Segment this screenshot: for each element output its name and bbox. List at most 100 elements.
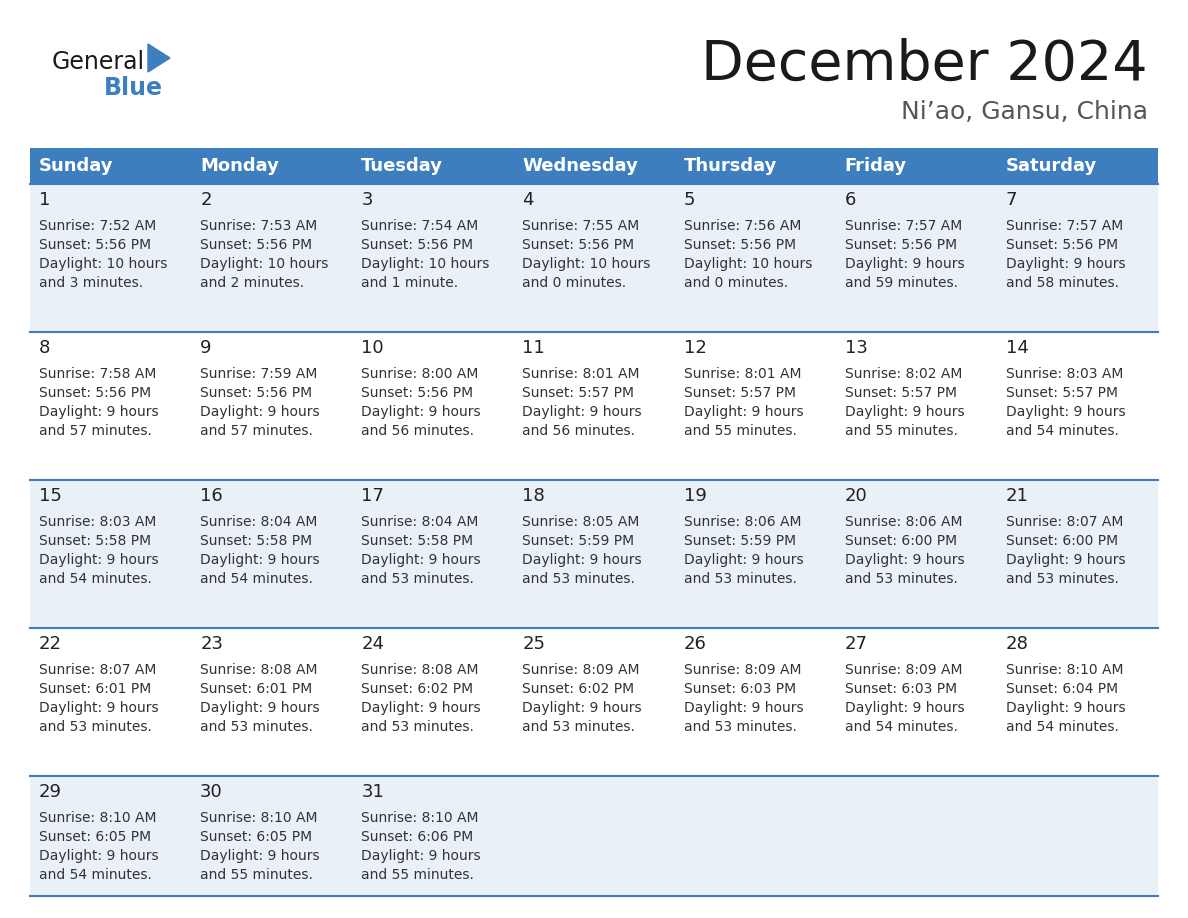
Text: Daylight: 9 hours: Daylight: 9 hours bbox=[1006, 553, 1125, 567]
Text: and 53 minutes.: and 53 minutes. bbox=[361, 572, 474, 586]
Text: Sunday: Sunday bbox=[39, 157, 114, 175]
Text: Sunrise: 8:10 AM: Sunrise: 8:10 AM bbox=[361, 811, 479, 825]
Text: 11: 11 bbox=[523, 339, 545, 357]
Text: and 1 minute.: and 1 minute. bbox=[361, 276, 459, 290]
Text: Sunrise: 7:58 AM: Sunrise: 7:58 AM bbox=[39, 367, 157, 381]
Text: Ni’ao, Gansu, China: Ni’ao, Gansu, China bbox=[901, 100, 1148, 124]
Text: and 59 minutes.: and 59 minutes. bbox=[845, 276, 958, 290]
Text: Sunrise: 8:01 AM: Sunrise: 8:01 AM bbox=[683, 367, 801, 381]
Text: and 55 minutes.: and 55 minutes. bbox=[845, 424, 958, 438]
Text: and 2 minutes.: and 2 minutes. bbox=[200, 276, 304, 290]
Text: 12: 12 bbox=[683, 339, 707, 357]
Text: and 54 minutes.: and 54 minutes. bbox=[39, 572, 152, 586]
Text: Sunset: 5:57 PM: Sunset: 5:57 PM bbox=[845, 386, 956, 400]
Text: Daylight: 9 hours: Daylight: 9 hours bbox=[361, 553, 481, 567]
Text: Sunset: 5:56 PM: Sunset: 5:56 PM bbox=[361, 238, 473, 252]
Text: 8: 8 bbox=[39, 339, 50, 357]
Text: 4: 4 bbox=[523, 191, 533, 209]
Text: Sunrise: 8:02 AM: Sunrise: 8:02 AM bbox=[845, 367, 962, 381]
Text: Sunset: 5:58 PM: Sunset: 5:58 PM bbox=[39, 534, 151, 548]
Text: Sunset: 6:01 PM: Sunset: 6:01 PM bbox=[200, 682, 312, 696]
Text: Sunset: 6:03 PM: Sunset: 6:03 PM bbox=[683, 682, 796, 696]
Text: and 54 minutes.: and 54 minutes. bbox=[200, 572, 312, 586]
Text: Daylight: 10 hours: Daylight: 10 hours bbox=[361, 257, 489, 271]
Text: Sunrise: 8:10 AM: Sunrise: 8:10 AM bbox=[200, 811, 317, 825]
Text: and 3 minutes.: and 3 minutes. bbox=[39, 276, 143, 290]
Text: and 56 minutes.: and 56 minutes. bbox=[361, 424, 474, 438]
Text: Sunset: 6:02 PM: Sunset: 6:02 PM bbox=[361, 682, 473, 696]
Bar bbox=[30, 628, 1158, 776]
Polygon shape bbox=[148, 44, 170, 72]
Text: Sunset: 5:56 PM: Sunset: 5:56 PM bbox=[39, 386, 151, 400]
Text: and 53 minutes.: and 53 minutes. bbox=[1006, 572, 1119, 586]
Text: Sunset: 6:03 PM: Sunset: 6:03 PM bbox=[845, 682, 956, 696]
Text: 6: 6 bbox=[845, 191, 857, 209]
Text: Tuesday: Tuesday bbox=[361, 157, 443, 175]
Text: Sunset: 5:56 PM: Sunset: 5:56 PM bbox=[683, 238, 796, 252]
Text: Sunset: 5:58 PM: Sunset: 5:58 PM bbox=[361, 534, 473, 548]
Text: 31: 31 bbox=[361, 783, 384, 801]
Text: and 53 minutes.: and 53 minutes. bbox=[39, 720, 152, 734]
Text: Sunset: 5:56 PM: Sunset: 5:56 PM bbox=[361, 386, 473, 400]
Text: Sunrise: 8:03 AM: Sunrise: 8:03 AM bbox=[1006, 367, 1123, 381]
Text: Sunset: 5:59 PM: Sunset: 5:59 PM bbox=[683, 534, 796, 548]
Text: and 53 minutes.: and 53 minutes. bbox=[200, 720, 312, 734]
Text: Sunrise: 8:05 AM: Sunrise: 8:05 AM bbox=[523, 515, 640, 529]
Text: Sunrise: 8:10 AM: Sunrise: 8:10 AM bbox=[39, 811, 157, 825]
Bar bbox=[30, 332, 1158, 480]
Text: Daylight: 9 hours: Daylight: 9 hours bbox=[683, 701, 803, 715]
Text: 15: 15 bbox=[39, 487, 62, 505]
Text: and 57 minutes.: and 57 minutes. bbox=[39, 424, 152, 438]
Text: Sunrise: 8:09 AM: Sunrise: 8:09 AM bbox=[683, 663, 801, 677]
Text: Sunset: 5:58 PM: Sunset: 5:58 PM bbox=[200, 534, 312, 548]
Text: and 54 minutes.: and 54 minutes. bbox=[39, 868, 152, 882]
Text: Daylight: 9 hours: Daylight: 9 hours bbox=[1006, 257, 1125, 271]
Text: Daylight: 9 hours: Daylight: 9 hours bbox=[523, 405, 642, 419]
Text: and 55 minutes.: and 55 minutes. bbox=[361, 868, 474, 882]
Text: Sunrise: 8:09 AM: Sunrise: 8:09 AM bbox=[523, 663, 640, 677]
Text: Sunrise: 7:53 AM: Sunrise: 7:53 AM bbox=[200, 219, 317, 233]
Text: Sunrise: 8:00 AM: Sunrise: 8:00 AM bbox=[361, 367, 479, 381]
Bar bbox=[30, 776, 1158, 896]
Text: 23: 23 bbox=[200, 635, 223, 653]
Text: and 53 minutes.: and 53 minutes. bbox=[683, 720, 796, 734]
Text: December 2024: December 2024 bbox=[701, 38, 1148, 92]
Text: 7: 7 bbox=[1006, 191, 1017, 209]
Text: Daylight: 9 hours: Daylight: 9 hours bbox=[683, 553, 803, 567]
Text: and 56 minutes.: and 56 minutes. bbox=[523, 424, 636, 438]
Text: and 54 minutes.: and 54 minutes. bbox=[1006, 424, 1119, 438]
Text: Sunset: 5:57 PM: Sunset: 5:57 PM bbox=[683, 386, 796, 400]
Text: Sunset: 5:57 PM: Sunset: 5:57 PM bbox=[1006, 386, 1118, 400]
Text: Sunrise: 8:04 AM: Sunrise: 8:04 AM bbox=[200, 515, 317, 529]
Text: and 55 minutes.: and 55 minutes. bbox=[683, 424, 796, 438]
Text: Friday: Friday bbox=[845, 157, 906, 175]
Text: 25: 25 bbox=[523, 635, 545, 653]
Text: and 57 minutes.: and 57 minutes. bbox=[200, 424, 312, 438]
Text: Sunrise: 8:07 AM: Sunrise: 8:07 AM bbox=[39, 663, 157, 677]
Text: Daylight: 9 hours: Daylight: 9 hours bbox=[39, 701, 159, 715]
Text: Sunrise: 7:59 AM: Sunrise: 7:59 AM bbox=[200, 367, 317, 381]
Text: Daylight: 9 hours: Daylight: 9 hours bbox=[523, 553, 642, 567]
Text: Blue: Blue bbox=[105, 76, 163, 100]
Text: Sunset: 5:56 PM: Sunset: 5:56 PM bbox=[200, 386, 312, 400]
Text: 20: 20 bbox=[845, 487, 867, 505]
Text: Sunrise: 8:10 AM: Sunrise: 8:10 AM bbox=[1006, 663, 1124, 677]
Text: 9: 9 bbox=[200, 339, 211, 357]
Text: Saturday: Saturday bbox=[1006, 157, 1097, 175]
Text: Sunset: 5:59 PM: Sunset: 5:59 PM bbox=[523, 534, 634, 548]
Text: Sunrise: 8:04 AM: Sunrise: 8:04 AM bbox=[361, 515, 479, 529]
Text: Sunrise: 8:09 AM: Sunrise: 8:09 AM bbox=[845, 663, 962, 677]
Text: Daylight: 10 hours: Daylight: 10 hours bbox=[523, 257, 651, 271]
Text: Sunset: 5:57 PM: Sunset: 5:57 PM bbox=[523, 386, 634, 400]
Text: Sunrise: 7:55 AM: Sunrise: 7:55 AM bbox=[523, 219, 639, 233]
Text: Sunset: 6:06 PM: Sunset: 6:06 PM bbox=[361, 830, 474, 844]
Text: Daylight: 10 hours: Daylight: 10 hours bbox=[39, 257, 168, 271]
Text: Sunrise: 7:56 AM: Sunrise: 7:56 AM bbox=[683, 219, 801, 233]
Text: and 54 minutes.: and 54 minutes. bbox=[1006, 720, 1119, 734]
Text: Daylight: 9 hours: Daylight: 9 hours bbox=[1006, 701, 1125, 715]
Text: Daylight: 9 hours: Daylight: 9 hours bbox=[683, 405, 803, 419]
Text: Daylight: 9 hours: Daylight: 9 hours bbox=[200, 405, 320, 419]
Text: 18: 18 bbox=[523, 487, 545, 505]
Text: 30: 30 bbox=[200, 783, 223, 801]
Text: 26: 26 bbox=[683, 635, 707, 653]
